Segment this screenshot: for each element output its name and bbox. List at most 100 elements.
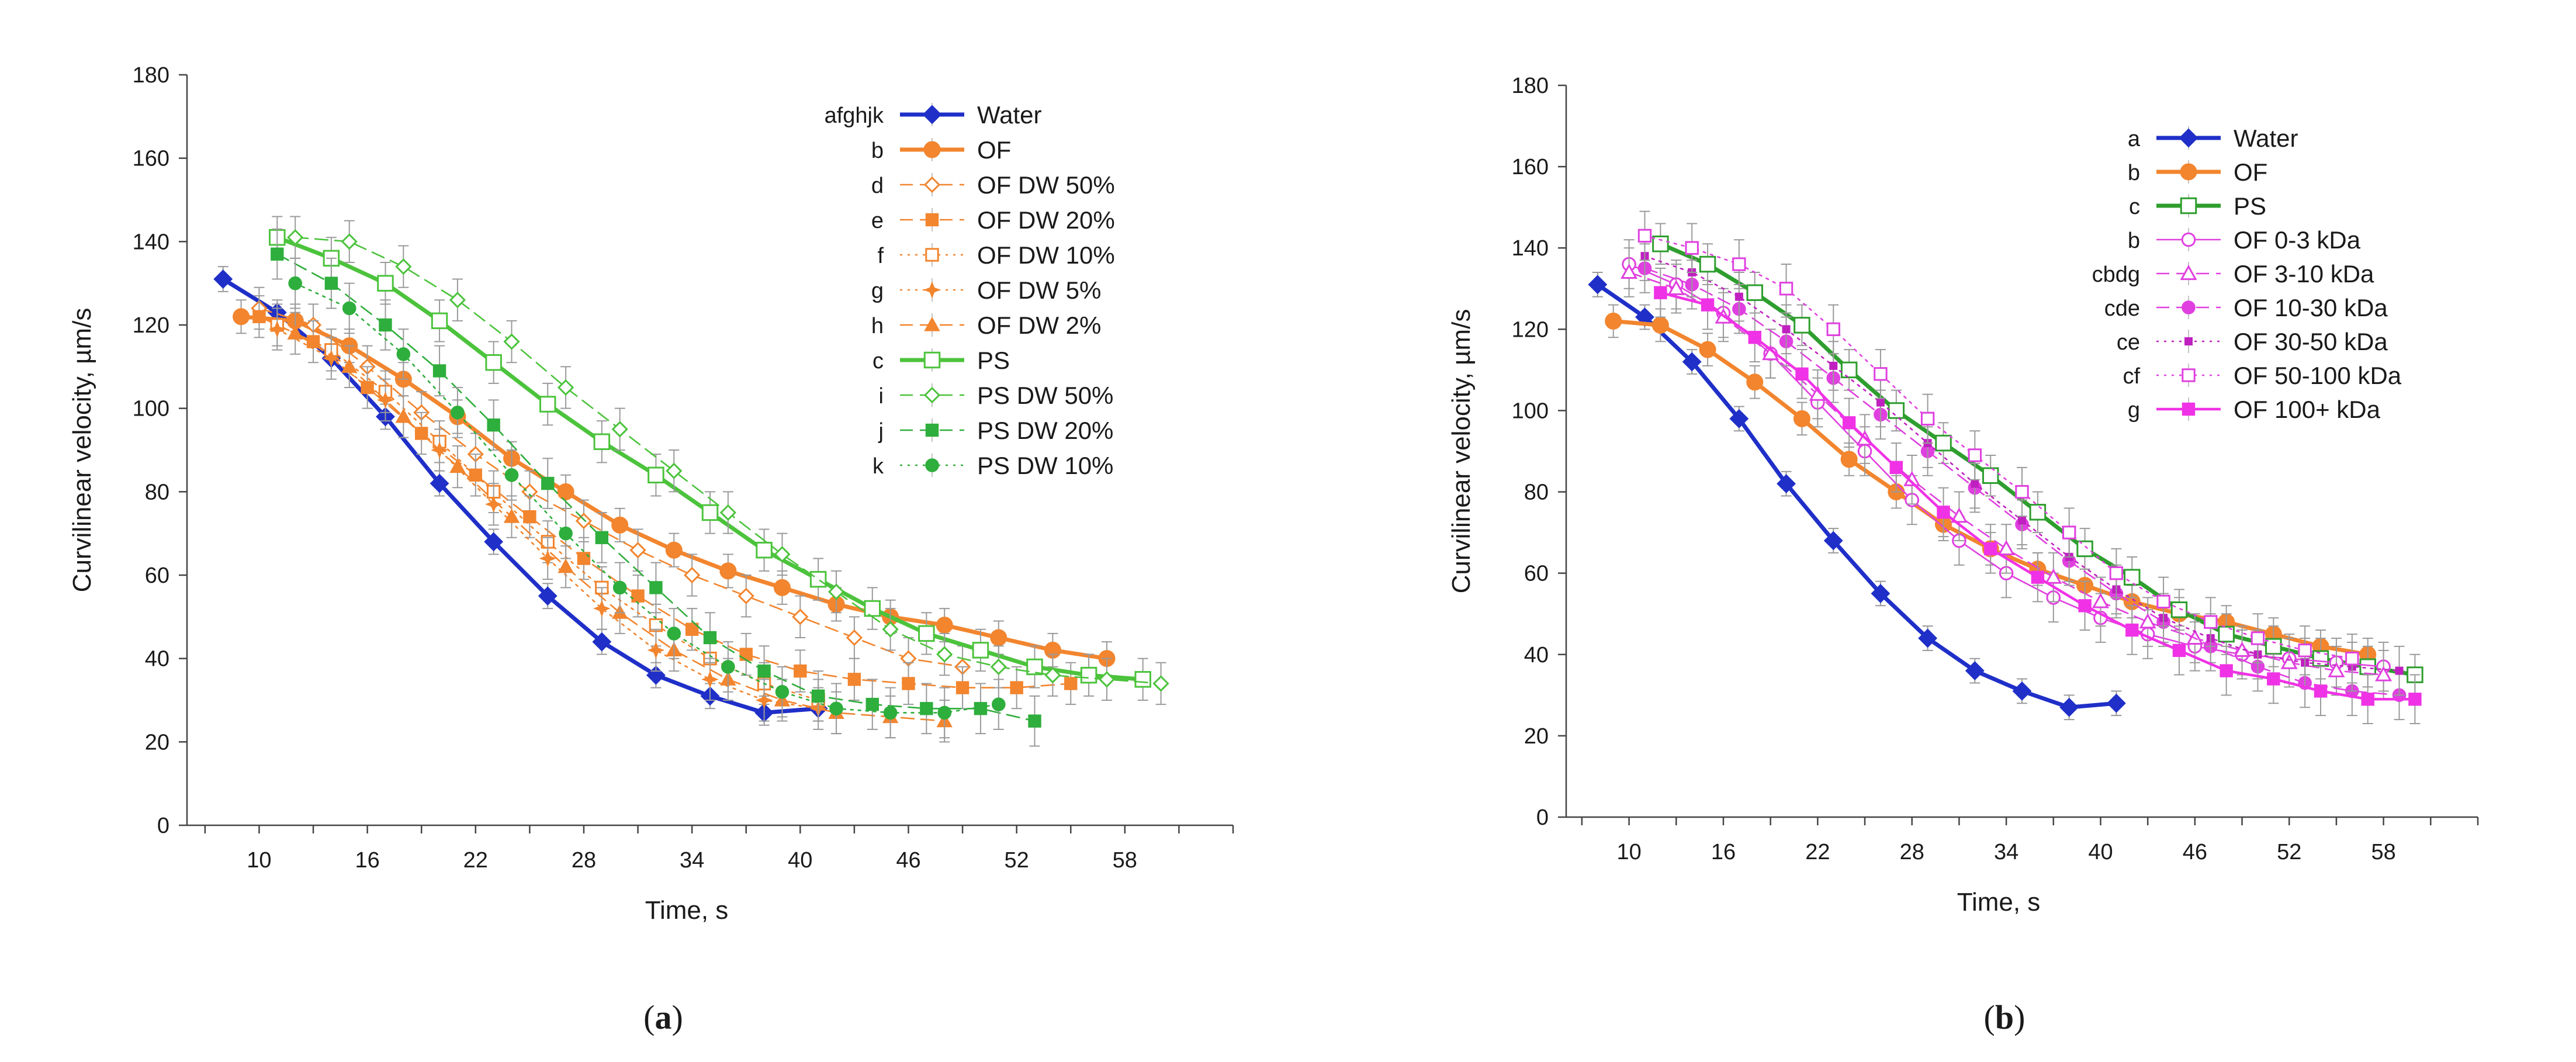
- data-point: [1871, 584, 1891, 603]
- series-line: [1644, 235, 2353, 660]
- x-tick-label: 16: [355, 848, 379, 873]
- data-point: [1982, 467, 1999, 484]
- data-point: [1621, 263, 1638, 279]
- data-point: [341, 358, 358, 373]
- data-point: [649, 581, 663, 594]
- legend-group-letter: f: [877, 244, 884, 268]
- data-point: [1829, 361, 1838, 370]
- data-point: [902, 677, 915, 690]
- data-point: [684, 566, 701, 584]
- legend: afghjk Water b OF d OF DW 50% e OF DW 20% f OF DW…: [825, 101, 1115, 479]
- data-point: [1950, 507, 1968, 523]
- legend-label: OF 3-10 kDa: [2234, 260, 2374, 288]
- x-tick-label: 46: [896, 848, 920, 873]
- panel-label-paren: (: [643, 998, 655, 1036]
- data-point: [990, 658, 1007, 676]
- panel-label-paren: (: [1984, 998, 1995, 1036]
- x-tick-label: 10: [247, 848, 271, 873]
- series-of-dw-50-: [251, 286, 971, 689]
- data-point: [288, 276, 302, 290]
- data-point: [701, 504, 719, 521]
- data-point: [1651, 316, 1669, 334]
- data-point: [2062, 525, 2076, 539]
- legend-group-letter: b: [871, 139, 884, 163]
- data-point: [2375, 666, 2393, 682]
- panel-label-letter: b: [1995, 998, 2014, 1036]
- data-point: [523, 510, 536, 524]
- data-point: [2139, 613, 2156, 629]
- data-point: [920, 702, 933, 715]
- x-axis-label: Time, s: [1957, 888, 2041, 916]
- data-point: [1637, 229, 1652, 243]
- data-point: [648, 466, 664, 484]
- x-tick-label: 52: [1005, 848, 1029, 873]
- data-point: [865, 697, 879, 711]
- data-point: [541, 476, 555, 490]
- data-point: [2345, 652, 2359, 666]
- y-tick-label: 20: [1524, 724, 1549, 749]
- data-point: [1064, 677, 1078, 690]
- data-point: [213, 269, 233, 289]
- legend-label: OF DW 2%: [977, 312, 1101, 339]
- data-point: [2359, 658, 2376, 675]
- series-line: [276, 324, 819, 701]
- legend-label: OF DW 5%: [977, 276, 1101, 304]
- series-ps-dw-10-: [288, 257, 1006, 739]
- data-point: [2012, 681, 2032, 701]
- legend-swatch-marker: [925, 248, 939, 262]
- data-point: [1654, 286, 1667, 299]
- legend-label: PS DW 50%: [977, 382, 1113, 409]
- data-point: [2078, 599, 2092, 613]
- data-point: [287, 229, 304, 246]
- legend: a Water b OF c PS b OF 0-3 kDa cbdg OF 3-10 kDa cd…: [2092, 124, 2402, 423]
- data-point: [631, 589, 645, 603]
- data-point: [1793, 410, 1810, 427]
- panel-label: (b): [1984, 998, 2026, 1036]
- legend-group-letter: j: [878, 419, 884, 444]
- data-point: [2312, 650, 2329, 667]
- data-point: [2314, 684, 2328, 698]
- data-point: [1605, 312, 1622, 330]
- data-point: [559, 526, 573, 541]
- legend-swatch-marker: [923, 281, 941, 299]
- y-tick-label: 80: [145, 480, 169, 504]
- x-tick-label: 58: [2371, 840, 2395, 864]
- data-point: [451, 406, 465, 420]
- data-point: [1734, 292, 1743, 301]
- y-tick-label: 180: [1512, 74, 1549, 98]
- legend-swatch-marker: [925, 458, 939, 472]
- data-point: [1699, 255, 1716, 273]
- legend-label: PS: [2234, 192, 2266, 220]
- data-point: [1918, 628, 1938, 648]
- data-point: [2015, 485, 2029, 499]
- data-point: [2031, 570, 2045, 584]
- data-point: [2408, 693, 2422, 706]
- legend-group-letter: c: [872, 349, 884, 373]
- data-point: [1044, 667, 1061, 684]
- series-line: [1628, 263, 2384, 667]
- panel-label-letter: a: [655, 998, 672, 1036]
- legend-swatch-marker: [922, 105, 942, 124]
- y-tick-label: 120: [133, 313, 169, 338]
- legend-group-letter: g: [871, 279, 884, 303]
- data-point: [972, 642, 989, 659]
- data-point: [1685, 241, 1699, 255]
- x-tick-label: 34: [680, 848, 704, 873]
- data-point: [739, 648, 753, 661]
- data-point: [847, 673, 861, 686]
- data-point: [2250, 631, 2265, 645]
- data-point: [593, 600, 611, 617]
- y-tick-label: 100: [1512, 399, 1549, 423]
- data-point: [538, 586, 558, 606]
- data-point: [864, 600, 881, 617]
- data-point: [611, 516, 629, 534]
- data-point: [487, 418, 500, 432]
- legend-label: OF 0-3 kDa: [2234, 226, 2361, 254]
- panel-label: (a): [643, 998, 683, 1036]
- data-point: [882, 621, 899, 638]
- legend-swatch-marker: [924, 316, 940, 331]
- data-point: [883, 705, 898, 720]
- data-point: [1984, 542, 1997, 556]
- data-point: [2076, 540, 2093, 558]
- series-water: [213, 266, 828, 726]
